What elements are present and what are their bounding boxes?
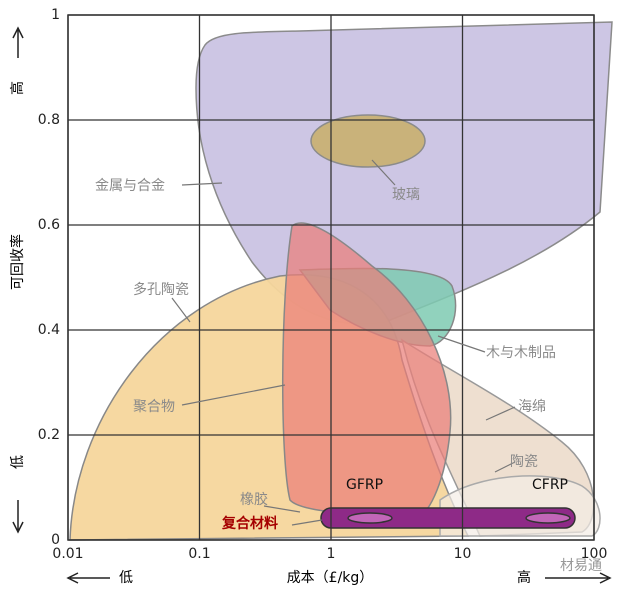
region-labels: 金属与合金 玻璃 多孔陶瓷 木与木制品 聚合物 海绵 陶瓷 橡胶 复合材料 GF… bbox=[95, 178, 568, 532]
y-tick-label: 0.8 bbox=[38, 112, 60, 128]
region-label: GFRP bbox=[346, 477, 383, 493]
y-axis-title: 可回收率 bbox=[9, 234, 26, 290]
watermark: 材易通 bbox=[560, 558, 602, 574]
region-polymers bbox=[281, 222, 452, 517]
y-tick-label: 1 bbox=[51, 7, 60, 23]
y-arrow-down bbox=[12, 500, 24, 534]
leader bbox=[181, 384, 286, 406]
x-axis-title: 成本（£/kg） bbox=[287, 570, 374, 586]
region-label: 木与木制品 bbox=[486, 345, 556, 361]
plot-frame bbox=[67, 14, 595, 541]
x-tick-label: 0.01 bbox=[52, 546, 83, 562]
region-composites bbox=[320, 507, 576, 529]
x-tick-label: 0.1 bbox=[188, 546, 210, 562]
leader bbox=[263, 505, 301, 513]
region-label: 海绵 bbox=[518, 398, 546, 415]
region-label: CFRP bbox=[532, 477, 568, 493]
leader bbox=[371, 159, 396, 186]
y-low: 低 bbox=[10, 455, 26, 469]
region-label: 金属与合金 bbox=[95, 178, 165, 194]
y-arrow-up bbox=[12, 26, 24, 58]
cfrp-marker bbox=[525, 512, 571, 524]
leader bbox=[291, 519, 323, 526]
x-high: 高 bbox=[517, 569, 531, 586]
region-label: 多孔陶瓷 bbox=[133, 281, 189, 298]
x-tick-label: 100 bbox=[581, 546, 608, 562]
leaders bbox=[171, 159, 516, 526]
axis-titles: 高 可回收率 低 低 成本（£/kg） 高 材易通 bbox=[9, 26, 612, 586]
region-label: 陶瓷 bbox=[510, 454, 538, 470]
leader bbox=[494, 461, 516, 473]
x-arrow-right bbox=[545, 572, 612, 584]
y-tick-label: 0 bbox=[51, 532, 60, 548]
x-tick-label: 1 bbox=[327, 546, 336, 562]
region-label: 橡胶 bbox=[240, 491, 268, 508]
y-tick-label: 0.2 bbox=[38, 427, 60, 443]
region-label: 复合材料 bbox=[221, 515, 278, 532]
leader bbox=[171, 297, 191, 323]
x-low: 低 bbox=[119, 570, 133, 586]
x-arrow-left bbox=[66, 572, 110, 584]
region-label: 玻璃 bbox=[392, 186, 420, 203]
region-glass bbox=[310, 114, 426, 168]
x-tick-label: 10 bbox=[454, 546, 472, 562]
leader bbox=[437, 335, 486, 353]
gfrp-marker bbox=[347, 512, 393, 524]
leader bbox=[181, 182, 223, 186]
y-tick-label: 0.6 bbox=[38, 217, 60, 233]
leader bbox=[485, 406, 516, 421]
y-high: 高 bbox=[9, 81, 26, 95]
region-label: 聚合物 bbox=[133, 399, 175, 415]
y-tick-label: 0.4 bbox=[38, 322, 60, 338]
